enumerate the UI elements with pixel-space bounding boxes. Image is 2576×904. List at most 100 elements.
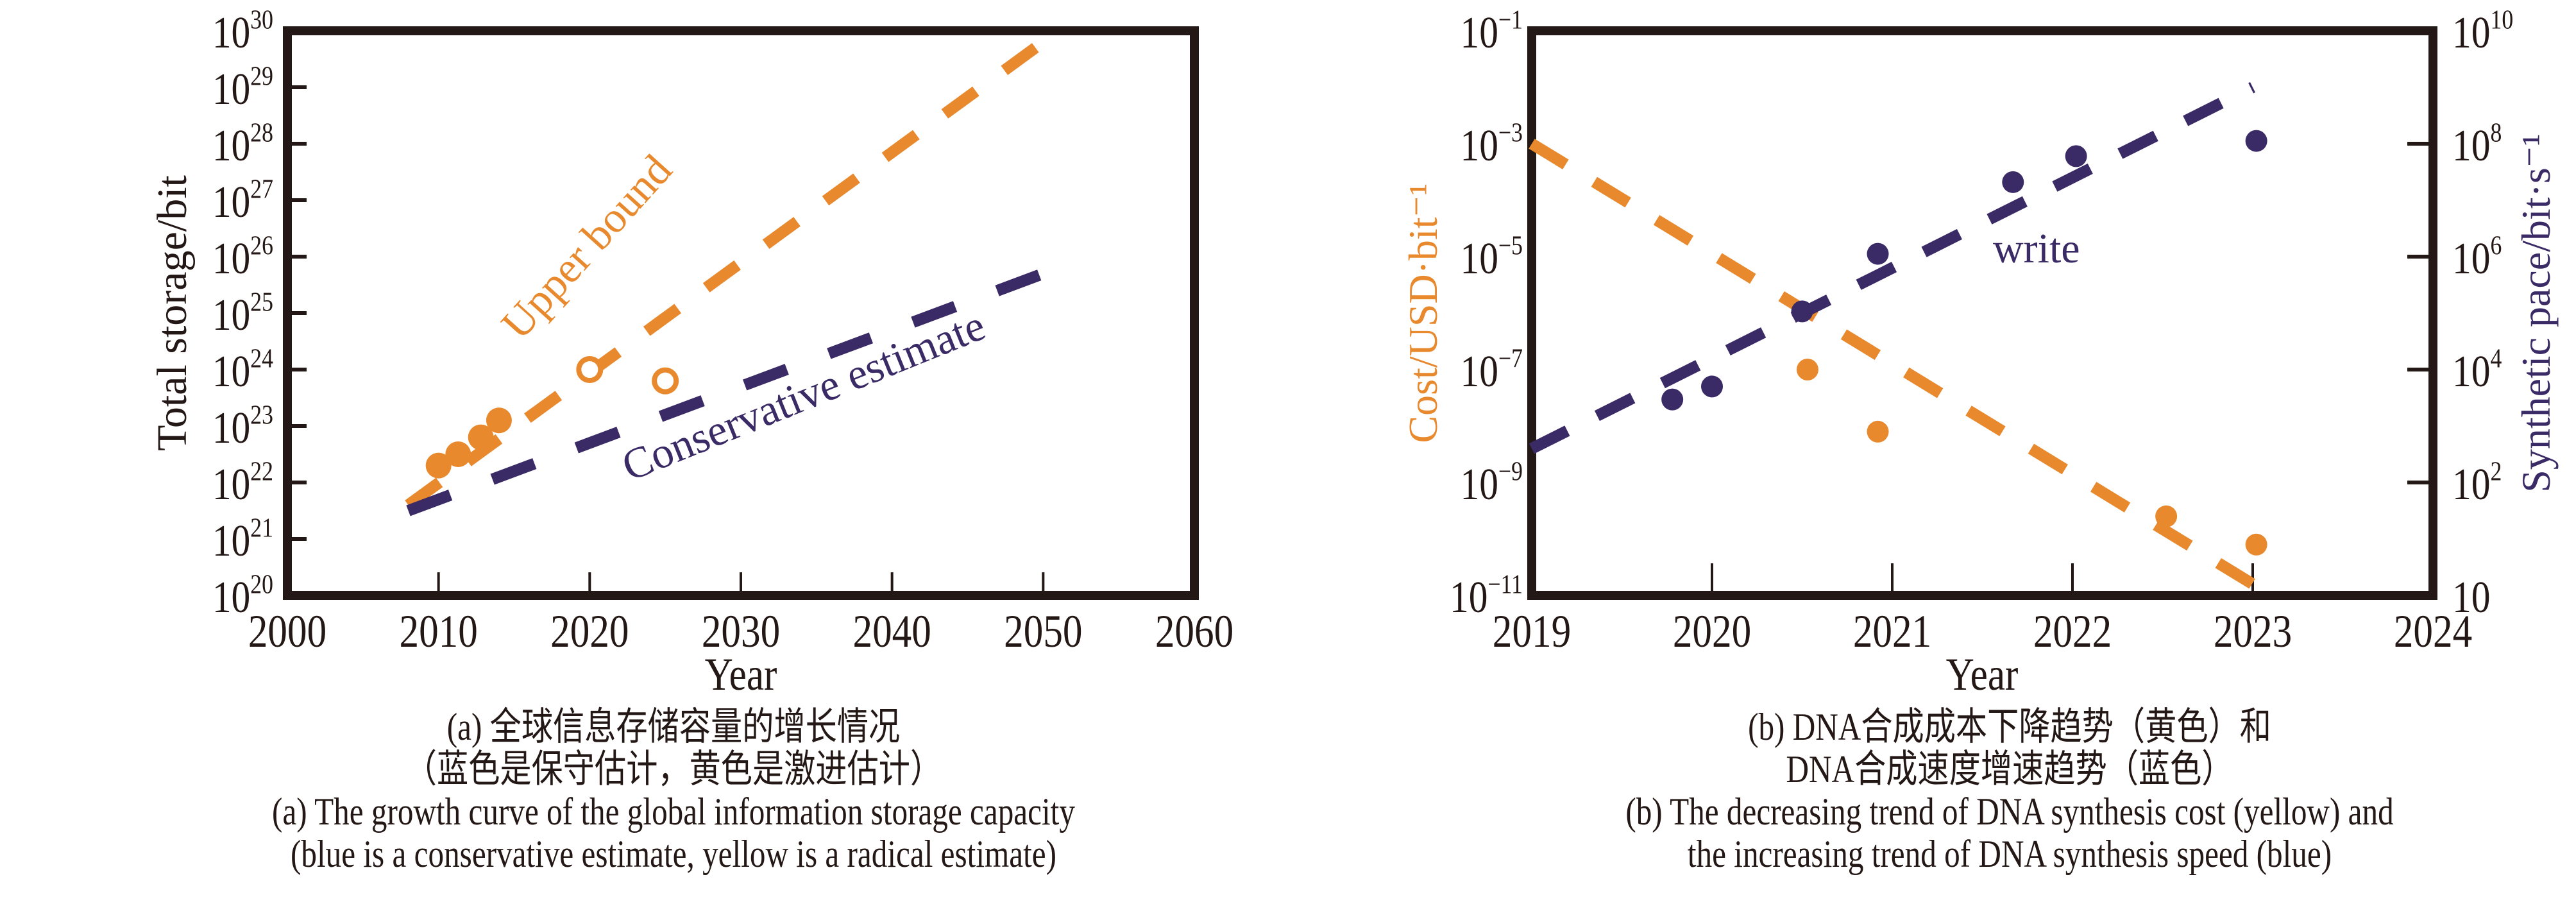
chart-b-ytick-right-label: 108 [2452,118,2502,171]
chart-a-ytick-label: 1029 [212,62,273,114]
chart-b-data-point [1791,300,1813,323]
chart-b-ytick-right-label-text: 106 [2452,231,2502,284]
caption-b-zh-line2: DNA合成速度增速趋势（蓝色） [1786,748,2233,790]
chart-b-ytick-right-label: 1010 [2452,5,2513,58]
chart-b-ytick-right-label: 10 [2452,573,2490,623]
chart-b-ytick-left-label-text: 10−1 [1461,5,1523,58]
chart-a-ytick-label-text: 1024 [212,344,273,397]
chart-b-xtick-label: 2019 [1493,606,1571,657]
chart-a-xtick-label: 2040 [852,606,931,657]
caption-a-en-line2: (blue is a conservative estimate, yellow… [290,833,1057,875]
chart-b-ytick-left-label-text: 10−9 [1461,457,1523,509]
chart-b-ytick-right-label-text: 108 [2452,118,2502,171]
chart-a-xtick-label: 2010 [399,606,477,657]
chart-b-ytick-right-label: 102 [2452,457,2502,509]
chart-b-ytick-left-label-text: 10−3 [1461,118,1523,171]
chart-b-data-point [1796,359,1818,380]
chart-a-ytick-label-text: 1023 [212,400,273,453]
chart-a-series-line-upper-bound [405,37,1047,510]
caption-a: (a) 全球信息存储容量的增长情况 （蓝色是保守估计，黄色是激进估计） (a) … [226,706,1121,875]
chart-b-ytick-left-label-text: 10−5 [1461,231,1523,284]
chart-b-ylabel-right: Synthetic pace/bit·s⁻¹ [2513,133,2559,493]
chart-a-ytick-label-text: 1022 [212,457,273,509]
caption-b-en-line1: (b) The decreasing trend of DNA synthesi… [1625,790,2394,833]
chart-a-annotation-upper-bound: Upper bound [491,146,681,348]
chart-a-data-point [425,452,452,479]
chart-a-data-point [486,407,512,434]
chart-a-ytick-label-text: 1026 [212,231,273,284]
chart-b-xtick-label: 2023 [2214,606,2292,657]
chart-a-ytick-label-text: 1028 [212,118,273,171]
chart-b-series-line-write [1529,81,2256,454]
chart-b-ytick-left-label-text: 10−7 [1461,344,1523,397]
chart-b-xtick-label: 2022 [2033,606,2112,657]
chart-a-ytick-label: 1027 [212,175,273,227]
chart-b-ytick-left-label: 10−5 [1461,231,1523,284]
chart-b-data-point [1701,375,1723,398]
chart-b-data-point [2065,145,2087,167]
chart-b-ytick-left-label: 10−1 [1461,5,1523,58]
chart-a-ytick-label-text: 1027 [212,175,273,227]
chart-a-data-point [576,356,604,383]
chart-b-ylabel-left: Cost/USD·bit⁻¹ [1400,183,1446,443]
chart-a-ytick-label-text: 1021 [212,513,273,566]
chart-b-ytick-left-label: 10−3 [1461,118,1523,171]
chart-a-ytick-label: 1028 [212,118,273,171]
chart-b-ytick-left-label-text: 10−11 [1450,570,1523,622]
chart-a-annotation-conservative-estimate: Conservative estimate [615,300,992,490]
chart-b-data-point [2245,130,2267,152]
chart-a-series-line-conservative [406,268,1046,516]
chart-b-data-point [2155,505,2178,527]
chart-b-data-point [1661,388,1684,411]
chart-a-ytick-label: 1026 [212,231,273,284]
chart-b-ytick-left-label: 10−7 [1461,344,1523,397]
caption-a-zh-line1: (a) 全球信息存储容量的增长情况 [446,706,901,748]
chart-a-ytick-label: 1020 [212,570,273,622]
chart-b-xtick-label: 2021 [1853,606,1931,657]
chart-a-ytick-label-text: 1029 [212,62,273,114]
caption-a-en-line1: (a) The growth curve of the global infor… [272,790,1075,833]
chart-a-ytick-label: 1023 [212,400,273,453]
chart-a-ytick-label: 1021 [212,513,273,566]
chart-a-ytick-label-text: 1020 [212,570,273,622]
chart-b-frame [1527,26,2437,600]
chart-a-ylabel: Total storage/bit [149,175,196,451]
chart-a-data-point [468,424,494,450]
chart-b-ytick-right-label-text: 102 [2452,457,2502,509]
chart-b-data-point [2245,533,2267,556]
chart-a-ytick-label: 1024 [212,344,273,397]
chart-a-ytick-label: 1022 [212,457,273,509]
chart-b-ytick-right-label-text: 10 [2452,573,2490,623]
chart-b-ytick-left-label: 10−11 [1450,570,1523,622]
chart-a-xtick-label: 2060 [1155,606,1233,657]
chart-a-xtick-label: 2050 [1004,606,1082,657]
chart-a-data-point [652,367,679,395]
chart-a-xtick-label: 2020 [550,606,629,657]
chart-a-xtick-label: 2000 [248,606,326,657]
chart-b-xtick-label: 2024 [2394,606,2472,657]
chart-b-data-point [1867,243,1889,265]
chart-b-ytick-right-label: 106 [2452,231,2502,284]
caption-b-zh-line1: (b) DNA合成成本下降趋势（黄色）和 [1748,706,2271,748]
chart-a-data-point [445,441,471,467]
chart-b-annotation-write: write [1993,225,2080,272]
chart-b-data-point [2002,171,2024,193]
chart-b-ytick-right-label-text: 104 [2452,344,2502,397]
chart-a-xtick-label: 2030 [702,606,780,657]
chart-a-ytick-label-text: 1030 [212,5,273,58]
chart-b-ytick-left-label: 10−9 [1461,457,1523,509]
chart-b-xlabel: Year [1946,649,2019,700]
chart-b-xtick-label: 2020 [1673,606,1751,657]
caption-b: (b) DNA合成成本下降趋势（黄色）和 DNA合成速度增速趋势（蓝色） (b)… [1545,706,2474,875]
chart-a-ytick-label: 1030 [212,5,273,58]
chart-b-ytick-right-label: 104 [2452,344,2502,397]
chart-b-data-point [1867,420,1889,443]
caption-a-zh-line2: （蓝色是保守估计，黄色是激进估计） [405,748,942,790]
chart-b-series-line-cost [1529,139,2256,590]
chart-a-xlabel: Year [705,649,777,700]
chart-b-ytick-right-label-text: 1010 [2452,5,2513,58]
chart-a-ytick-label-text: 1025 [212,287,273,340]
chart-a-ytick-label: 1025 [212,287,273,340]
caption-b-en-line2: the increasing trend of DNA synthesis sp… [1687,833,2332,875]
